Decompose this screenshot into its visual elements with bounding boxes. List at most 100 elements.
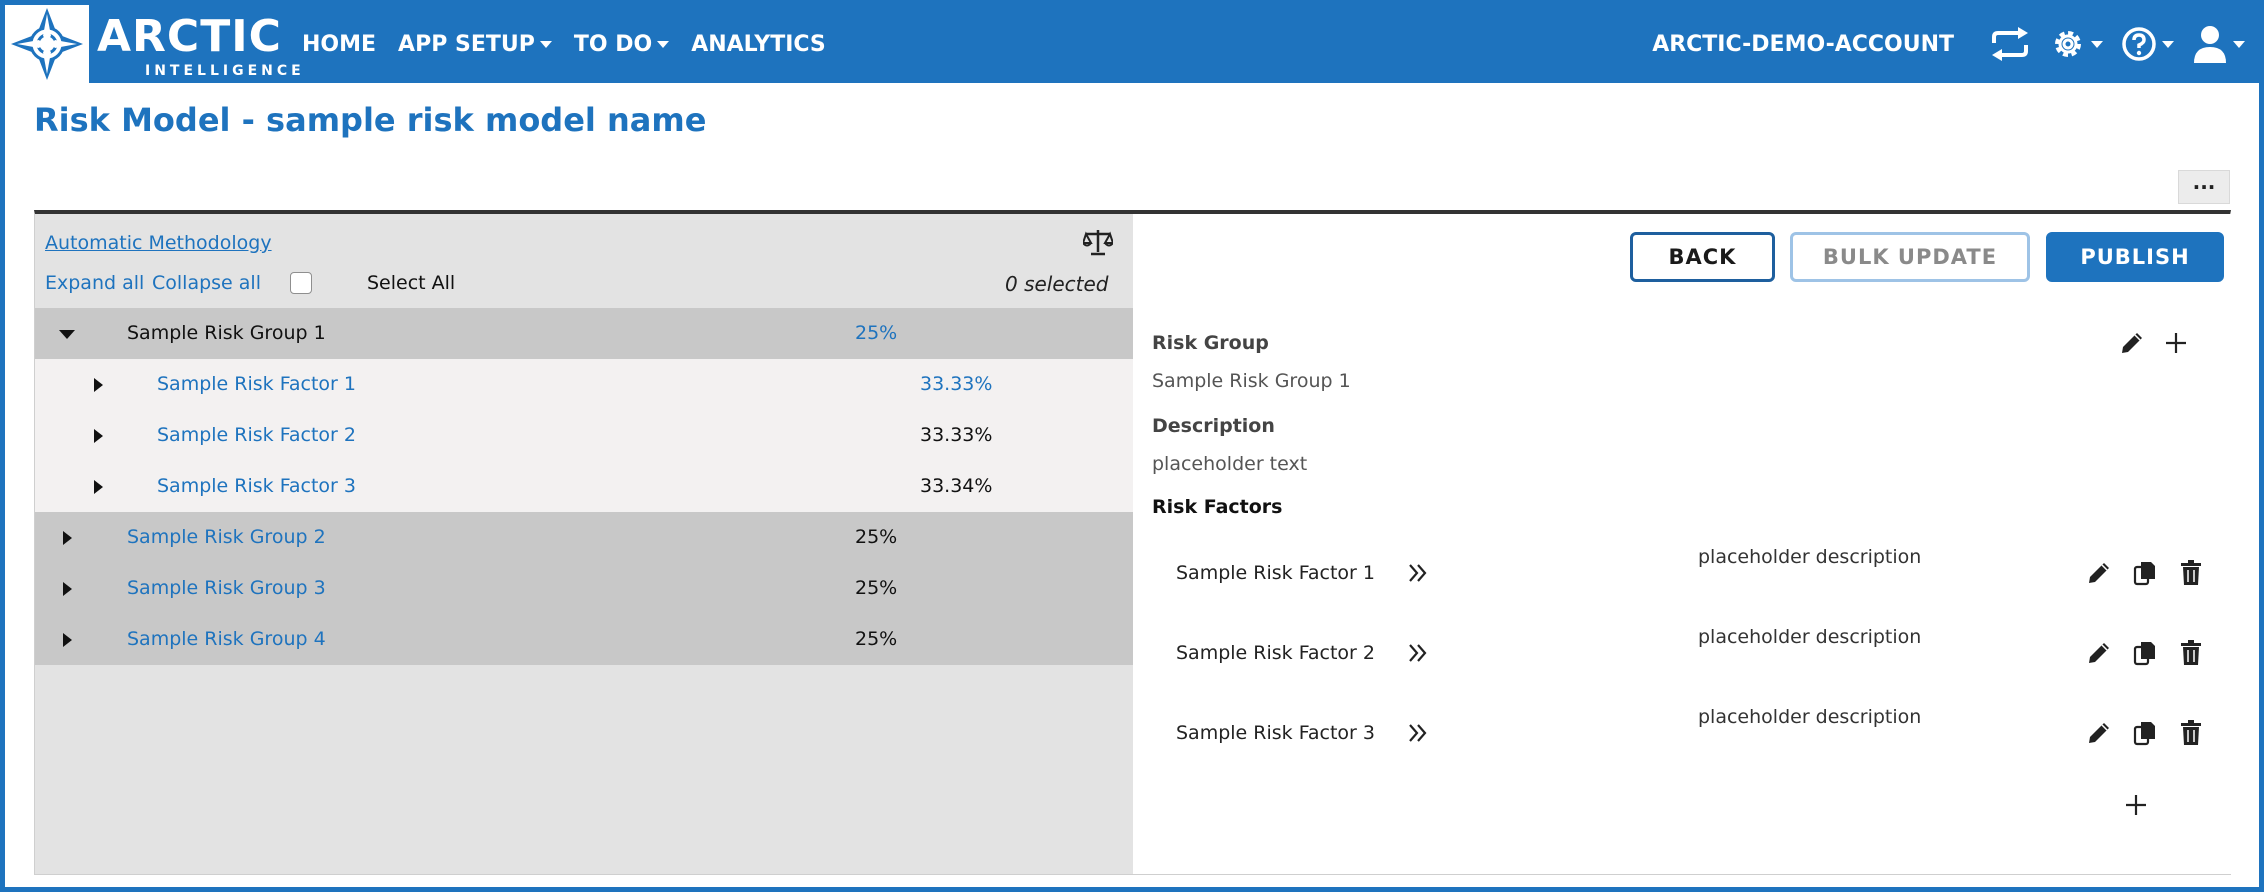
trash-icon xyxy=(2181,560,2201,585)
risk-factor-item-1: Sample Risk Factor 1 placeholder descrip… xyxy=(1133,546,2231,606)
edit-risk-factor-button[interactable] xyxy=(2085,559,2113,587)
switch-account-button[interactable] xyxy=(1988,27,2032,61)
selected-count: 0 selected xyxy=(1005,272,1109,296)
pencil-icon xyxy=(2122,333,2142,353)
risk-factor-weight[interactable]: 33.34% xyxy=(920,475,993,497)
caret-right-icon[interactable] xyxy=(94,429,103,443)
description-value: placeholder text xyxy=(1152,453,1308,475)
select-all-checkbox[interactable] xyxy=(290,272,312,294)
help-menu[interactable] xyxy=(2121,26,2174,62)
risk-group-label[interactable]: Sample Risk Group 4 xyxy=(127,628,326,650)
caret-right-icon[interactable] xyxy=(63,531,72,545)
risk-factor-label[interactable]: Sample Risk Factor 1 xyxy=(157,373,356,395)
risk-factor-name: Sample Risk Factor 3 xyxy=(1176,722,1375,744)
chevron-down-icon xyxy=(2162,40,2174,48)
nav-to-do-label: TO DO xyxy=(573,31,653,57)
caret-right-icon[interactable] xyxy=(63,582,72,596)
tree-row-risk-group-3[interactable]: Sample Risk Group 3 25% xyxy=(35,563,1133,614)
risk-group-label: Sample Risk Group 1 xyxy=(127,322,326,344)
user-icon xyxy=(2194,26,2226,63)
risk-factor-description: placeholder description xyxy=(1698,706,1922,728)
back-button[interactable]: BACK xyxy=(1630,232,1775,282)
risk-tree: Sample Risk Group 1 25% Sample Risk Fact… xyxy=(35,308,1133,665)
expand-all-link[interactable]: Expand all xyxy=(45,272,145,294)
copy-risk-factor-button[interactable] xyxy=(2131,719,2159,747)
collapse-all-link[interactable]: Collapse all xyxy=(152,272,261,294)
user-menu[interactable] xyxy=(2192,25,2245,63)
double-chevron-right-icon xyxy=(1409,564,1427,582)
delete-risk-factor-button[interactable] xyxy=(2177,559,2205,587)
description-field-label: Description xyxy=(1152,415,1275,437)
risk-factor-description: placeholder description xyxy=(1698,546,1922,568)
risk-group-weight[interactable]: 25% xyxy=(855,526,898,548)
more-options-button[interactable]: ··· xyxy=(2178,170,2230,204)
risk-factor-name: Sample Risk Factor 1 xyxy=(1176,562,1375,584)
risk-factor-item-3: Sample Risk Factor 3 placeholder descrip… xyxy=(1133,706,2231,766)
tree-row-risk-group-2[interactable]: Sample Risk Group 2 25% xyxy=(35,512,1133,563)
open-risk-factor-button[interactable] xyxy=(1405,560,1431,586)
nav-to-do[interactable]: TO DO xyxy=(573,31,670,57)
risk-factor-weight[interactable]: 33.33% xyxy=(920,373,993,395)
logo[interactable] xyxy=(5,5,89,83)
tree-row-risk-factor-1[interactable]: Sample Risk Factor 1 33.33% xyxy=(35,359,1133,410)
caret-right-icon[interactable] xyxy=(63,633,72,647)
risk-group-weight[interactable]: 25% xyxy=(855,322,898,344)
delete-risk-factor-button[interactable] xyxy=(2177,639,2205,667)
bulk-update-button[interactable]: BULK UPDATE xyxy=(1790,232,2030,282)
risk-detail-panel: BACK BULK UPDATE PUBLISH Risk Group Samp… xyxy=(1133,214,2231,874)
scale-balance-icon xyxy=(1081,230,1115,256)
edit-risk-group-button[interactable] xyxy=(2117,328,2147,358)
risk-group-weight[interactable]: 25% xyxy=(855,628,898,650)
main-nav: HOME APP SETUP TO DO ANALYTICS xyxy=(302,5,848,83)
trash-icon xyxy=(2181,640,2201,665)
nav-analytics[interactable]: ANALYTICS xyxy=(691,32,826,57)
risk-factor-label[interactable]: Sample Risk Factor 2 xyxy=(157,424,356,446)
delete-risk-factor-button[interactable] xyxy=(2177,719,2205,747)
add-risk-factor-button[interactable] xyxy=(2121,790,2151,820)
tree-toolbar: Expand all Collapse all Select All 0 sel… xyxy=(45,270,1135,300)
nav-app-setup-label: APP SETUP xyxy=(398,31,535,57)
caret-right-icon[interactable] xyxy=(94,378,103,392)
brand-name: ARCTIC INTELLIGENCE xyxy=(97,13,301,80)
tree-row-risk-group-4[interactable]: Sample Risk Group 4 25% xyxy=(35,614,1133,665)
edit-risk-factor-button[interactable] xyxy=(2085,639,2113,667)
caret-right-icon[interactable] xyxy=(94,480,103,494)
add-risk-group-button[interactable] xyxy=(2161,328,2191,358)
risk-group-label[interactable]: Sample Risk Group 2 xyxy=(127,526,326,548)
pencil-icon xyxy=(2089,563,2109,583)
risk-factor-weight[interactable]: 33.33% xyxy=(920,424,993,446)
gear-icon xyxy=(2055,31,2081,57)
nav-app-setup[interactable]: APP SETUP xyxy=(398,32,552,57)
double-chevron-right-icon xyxy=(1409,644,1427,662)
tree-row-risk-group-1[interactable]: Sample Risk Group 1 25% xyxy=(35,308,1133,359)
copy-risk-factor-button[interactable] xyxy=(2131,559,2159,587)
copy-risk-factor-button[interactable] xyxy=(2131,639,2159,667)
risk-factor-label[interactable]: Sample Risk Factor 3 xyxy=(157,475,356,497)
caret-down-icon[interactable] xyxy=(59,330,75,339)
nav-home[interactable]: HOME xyxy=(302,32,376,57)
open-risk-factor-button[interactable] xyxy=(1405,640,1431,666)
publish-button[interactable]: PUBLISH xyxy=(2046,232,2224,282)
settings-menu[interactable] xyxy=(2050,26,2103,62)
copy-icon xyxy=(2133,642,2155,666)
risk-model-editor: Automatic Methodology Expand all Collaps… xyxy=(34,210,2231,875)
automatic-methodology-link[interactable]: Automatic Methodology xyxy=(45,232,272,254)
trash-icon xyxy=(2181,720,2201,745)
nav-analytics-label: ANALYTICS xyxy=(691,31,826,57)
plus-icon xyxy=(2126,795,2146,815)
pencil-icon xyxy=(2089,643,2109,663)
tree-row-risk-factor-2[interactable]: Sample Risk Factor 2 33.33% xyxy=(35,410,1133,461)
risk-group-field-label: Risk Group xyxy=(1152,332,1269,354)
edit-risk-factor-button[interactable] xyxy=(2085,719,2113,747)
double-chevron-right-icon xyxy=(1409,724,1427,742)
compass-logo-icon xyxy=(11,8,83,80)
nav-right: ARCTIC-DEMO-ACCOUNT xyxy=(1652,5,2245,83)
balance-button[interactable] xyxy=(1081,228,1115,260)
open-risk-factor-button[interactable] xyxy=(1405,720,1431,746)
page-title: Risk Model - sample risk model name xyxy=(34,101,707,139)
tree-row-risk-factor-3[interactable]: Sample Risk Factor 3 33.34% xyxy=(35,461,1133,512)
risk-group-value: Sample Risk Group 1 xyxy=(1152,370,1351,392)
risk-group-label[interactable]: Sample Risk Group 3 xyxy=(127,577,326,599)
risk-group-weight[interactable]: 25% xyxy=(855,577,898,599)
more-options-label: ··· xyxy=(2192,175,2216,199)
